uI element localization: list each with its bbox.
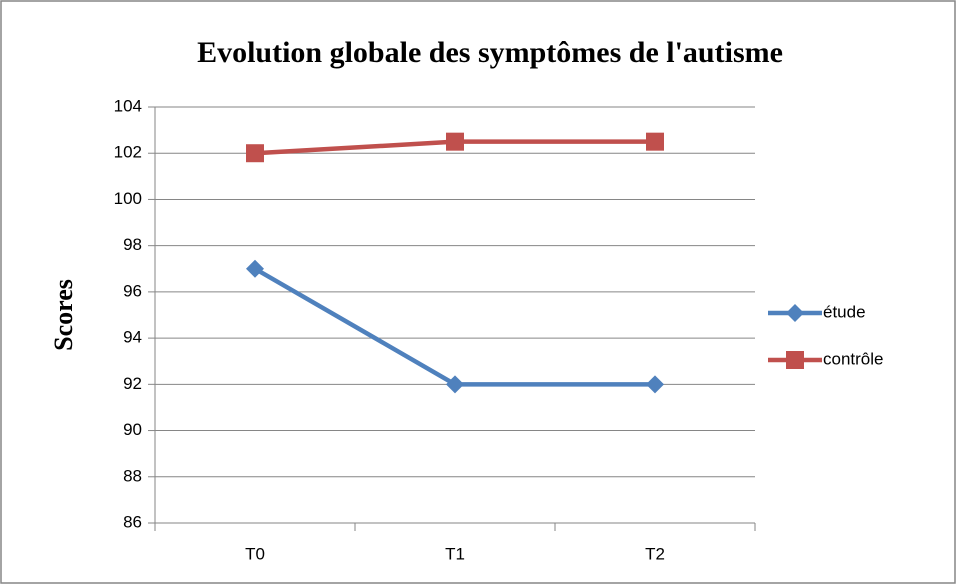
y-tick-label: 94: [123, 328, 142, 347]
legend-label: étude: [823, 302, 866, 321]
marker: [786, 351, 804, 369]
marker: [246, 144, 264, 163]
y-tick-label: 100: [114, 189, 142, 208]
y-tick-label: 86: [123, 512, 142, 531]
x-tick-label: T1: [445, 544, 465, 563]
chart-title: Evolution globale des symptômes de l'aut…: [197, 36, 783, 69]
marker: [646, 375, 664, 394]
marker: [646, 132, 664, 151]
marker: [446, 132, 464, 151]
marker: [446, 375, 464, 394]
x-tick-label: T0: [245, 544, 265, 563]
marker: [786, 304, 804, 322]
y-tick-label: 102: [114, 143, 142, 162]
y-axis-label: Scores: [49, 279, 78, 351]
x-tick-label: T2: [645, 544, 665, 563]
y-tick-label: 88: [123, 466, 142, 485]
y-tick-label: 98: [123, 235, 142, 254]
marker: [246, 259, 264, 278]
y-tick-label: 96: [123, 281, 142, 300]
y-tick-label: 90: [123, 420, 142, 439]
y-tick-label: 104: [114, 96, 142, 115]
y-tick-label: 92: [123, 374, 142, 393]
legend-label: contrôle: [823, 349, 883, 368]
